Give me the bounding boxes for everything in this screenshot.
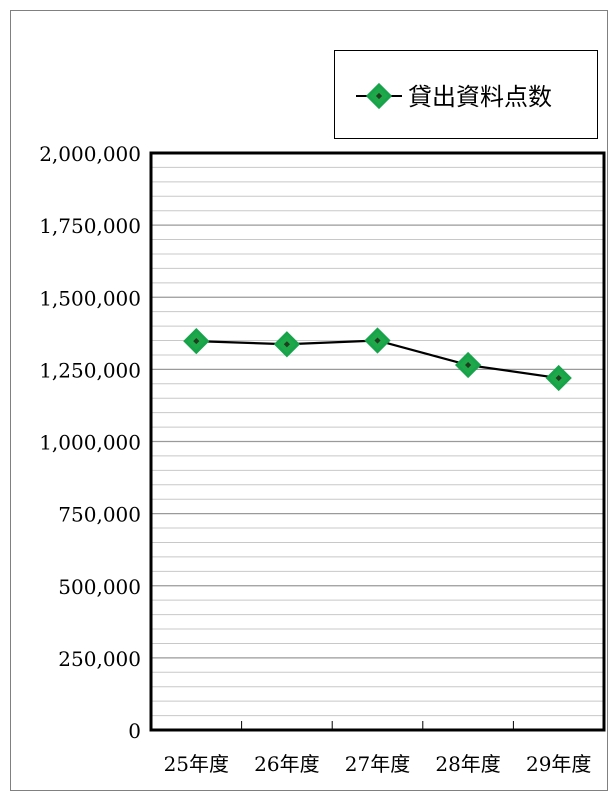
y-axis-tick-labels: 0 250,000 500,000 750,000 1,000,000 1,250,000…: [39, 142, 141, 743]
x-tick-label: 28年度: [435, 752, 500, 776]
y-tick-label: 500,000: [58, 575, 141, 599]
data-point: [364, 327, 391, 354]
series-layer: [183, 327, 572, 392]
major-gridlines: [151, 224, 604, 659]
marker-center: [555, 374, 562, 382]
legend-label: 貸出資料点数: [408, 83, 552, 111]
legend-marker: [365, 82, 393, 110]
y-tick-label: 1,500,000: [39, 286, 141, 310]
marker-center: [465, 361, 472, 369]
y-tick-label: 1,000,000: [39, 431, 141, 455]
y-tick-label: 0: [128, 719, 141, 743]
plot-area-border: [149, 151, 606, 732]
x-axis-tick-marks: [241, 721, 514, 730]
marker-center: [375, 92, 383, 100]
y-tick-label: 250,000: [58, 647, 141, 671]
y-tick-label: 1,750,000: [39, 214, 141, 238]
x-tick-label: 29年度: [526, 752, 591, 776]
marker-center: [374, 337, 381, 344]
y-tick-label: 2,000,000: [39, 142, 141, 166]
x-axis-tick-labels: 25年度 26年度 27年度 28年度 29年度: [164, 752, 592, 776]
chart-frame: [10, 10, 608, 791]
marker-center: [193, 338, 200, 345]
data-point: [454, 351, 482, 379]
legend: 貸出資料点数: [334, 50, 598, 139]
data-point: [183, 327, 210, 355]
data-point: [545, 364, 572, 392]
y-tick-label: 1,250,000: [39, 358, 141, 382]
x-tick-label: 26年度: [254, 752, 319, 776]
minor-gridlines: [151, 166, 604, 717]
x-tick-label: 27年度: [345, 752, 410, 776]
legend-marker-diamond: [365, 82, 393, 110]
y-tick-label: 750,000: [58, 503, 141, 527]
data-point: [273, 331, 301, 358]
x-tick-label: 25年度: [164, 752, 229, 776]
marker-center: [283, 341, 290, 348]
